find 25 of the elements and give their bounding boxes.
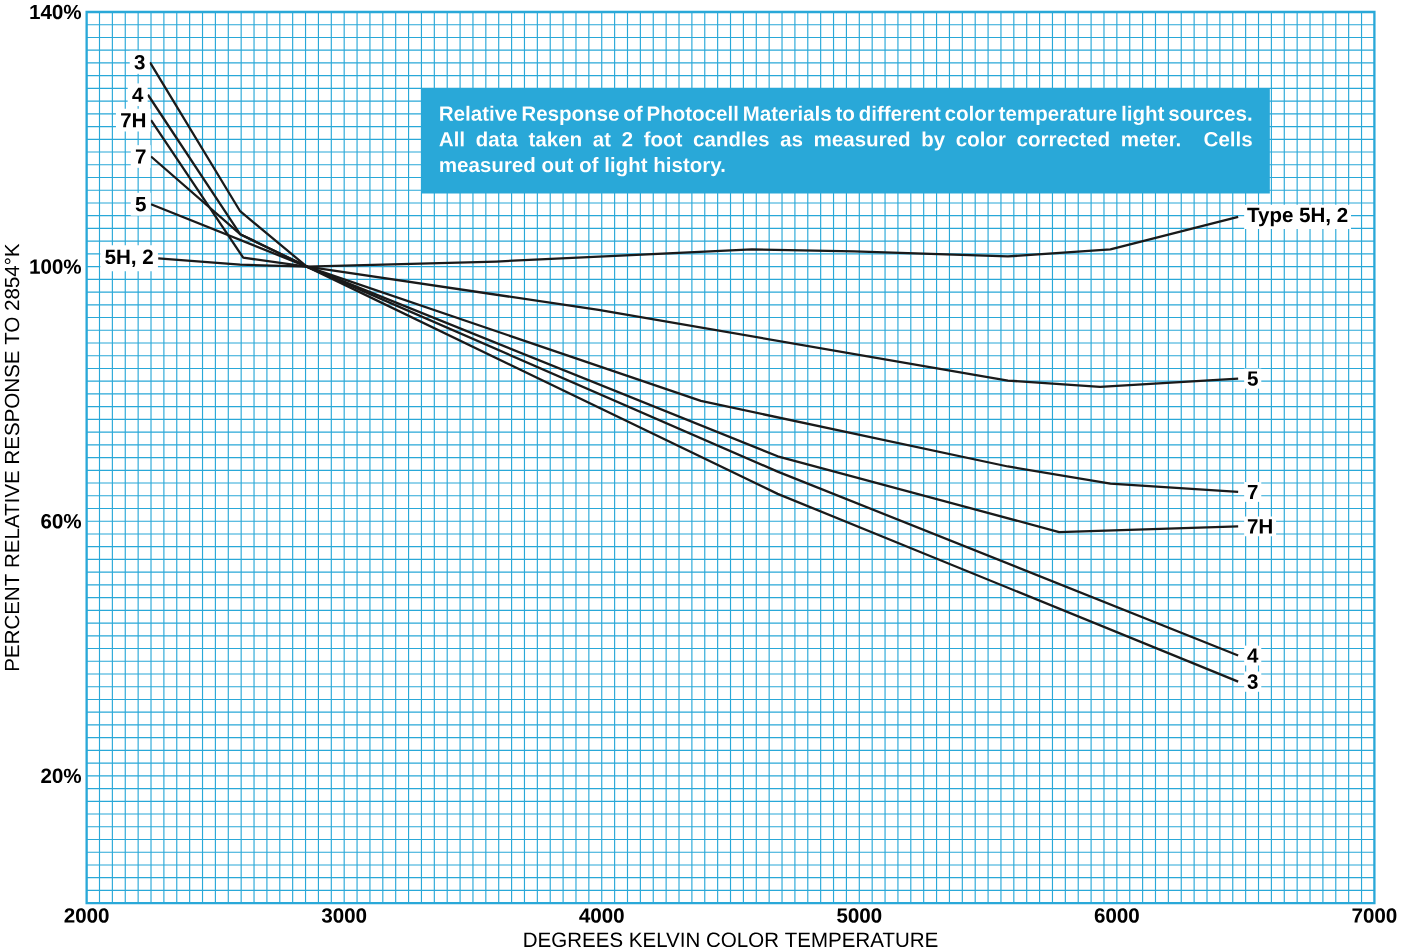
text: Relative Response of Photocell Materials to different color temperature light sources. All data taken at 2 foot candles as measured by color corrected meter. Cells measured out of light history. — [439, 105, 1252, 177]
annotation: 3 — [134, 55, 145, 70]
x-axis-title: DEGREES KELVIN COLOR TEMPERATURE — [524, 932, 938, 948]
annotation: 7 — [135, 149, 146, 164]
x-tick-label: 7000 — [1352, 908, 1397, 923]
x-tick-label: 6000 — [1094, 908, 1139, 923]
series-label: 7 — [1247, 484, 1258, 500]
y-tick-label: 60% — [41, 514, 82, 529]
annotation: 5 — [135, 197, 146, 212]
y-axis-title: PERCENT RELATIVE RESPONSE TO 2854°K — [4, 243, 20, 671]
series-label: 7H — [1247, 519, 1272, 534]
annotation: 7H — [121, 113, 146, 128]
y-tick-label: 20% — [41, 768, 82, 784]
annotation: 5H, 2 — [105, 249, 153, 268]
series-label: 3 — [1247, 674, 1258, 689]
x-tick-label: 2000 — [64, 908, 109, 923]
series-label: 4 — [1247, 648, 1259, 663]
series-label: Type 5H, 2 — [1247, 207, 1348, 227]
y-tick-label: 100% — [30, 259, 82, 274]
x-tick-label: 3000 — [321, 908, 367, 923]
x-tick-label: 5000 — [837, 908, 882, 923]
y-tick-label: 140% — [30, 4, 82, 20]
annotation: 4 — [132, 87, 144, 102]
series-label: 5 — [1247, 371, 1258, 386]
x-tick-label: 4000 — [579, 908, 624, 923]
